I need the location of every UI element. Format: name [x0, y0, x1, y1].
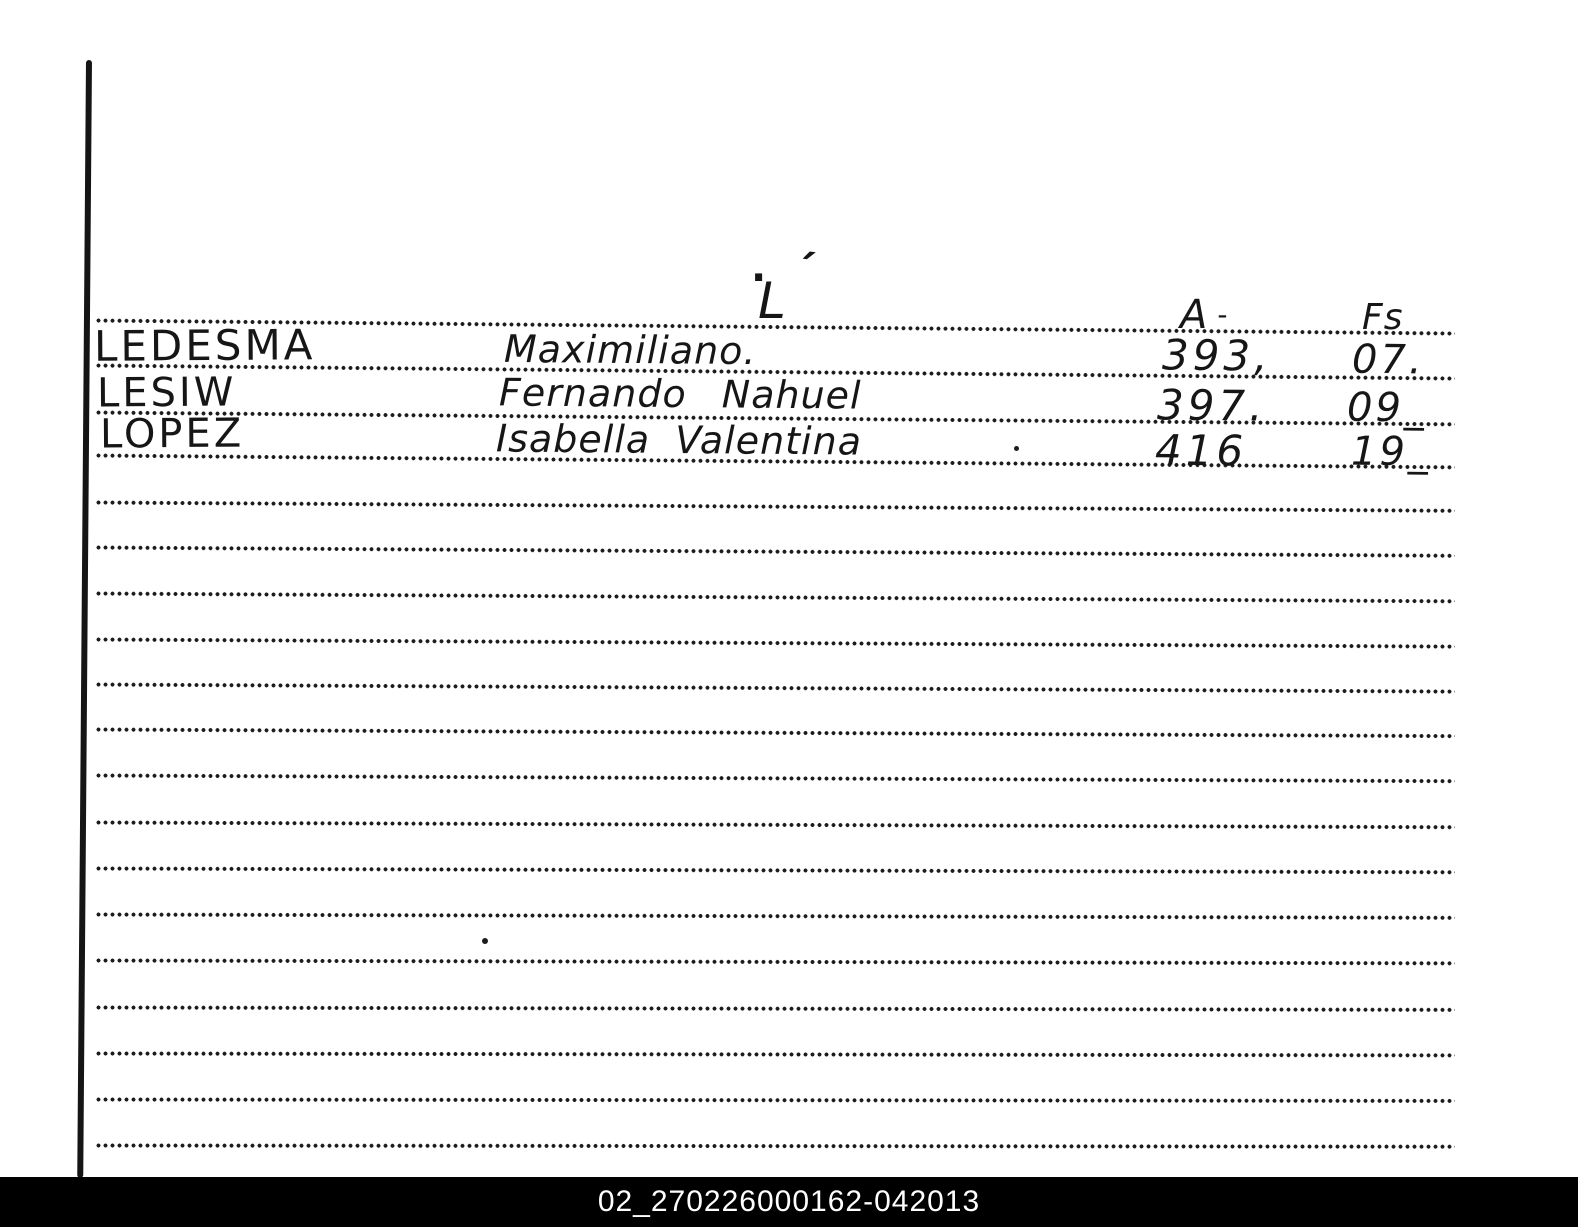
dotted-rule: [94, 773, 1455, 784]
footer-reference: 02_270226000162-042013: [597, 1185, 981, 1218]
ink-speck: [482, 938, 488, 944]
dotted-rule: [94, 1097, 1456, 1104]
dotted-rule: [94, 1005, 1456, 1013]
column-header-a-mark: -: [1217, 298, 1228, 331]
dotted-rule: [94, 545, 1455, 559]
col-fs-cell: 07.: [1351, 336, 1425, 384]
column-header-fs: Fs: [1362, 297, 1404, 338]
left-margin-rule: [77, 59, 92, 1178]
surname-cell: LOPEZ: [99, 410, 245, 458]
dotted-rule: [94, 637, 1455, 650]
dotted-rule: [94, 912, 1456, 921]
col-a-cell: 416: [1154, 425, 1248, 476]
dotted-rule: [94, 682, 1455, 695]
surname-cell: LEDESMA: [93, 320, 316, 371]
ink-dot-mark: ·: [751, 255, 767, 301]
dotted-rule: [94, 866, 1456, 875]
given-names-cell: Fernando Nahuel: [498, 370, 862, 418]
given-names-cell: Maximiliano.: [503, 326, 757, 374]
dotted-rule: [94, 591, 1455, 604]
surname-cell: LESIW: [96, 369, 237, 417]
column-header-a-label: A: [1180, 292, 1208, 338]
col-a-cell: 397.: [1156, 380, 1267, 431]
ink-tick-mark: ´: [789, 244, 819, 299]
dotted-rule: [94, 727, 1455, 739]
dotted-rule: [94, 958, 1456, 966]
col-a-cell: 393,: [1161, 330, 1272, 381]
ink-speck: [1014, 446, 1019, 451]
footer-bar: 02_270226000162-042013: [0, 1177, 1578, 1227]
column-header-a: A-: [1180, 292, 1227, 338]
dotted-rule: [94, 1143, 1456, 1150]
dotted-rule: [94, 1051, 1456, 1058]
given-names-cell: Isabella Valentina: [495, 416, 863, 464]
dotted-rule: [94, 820, 1456, 830]
col-fs-cell: 19_: [1350, 428, 1432, 476]
dotted-rule: [94, 500, 1455, 514]
index-letter: L: [758, 272, 786, 330]
col-fs-cell: 09_: [1346, 384, 1428, 432]
